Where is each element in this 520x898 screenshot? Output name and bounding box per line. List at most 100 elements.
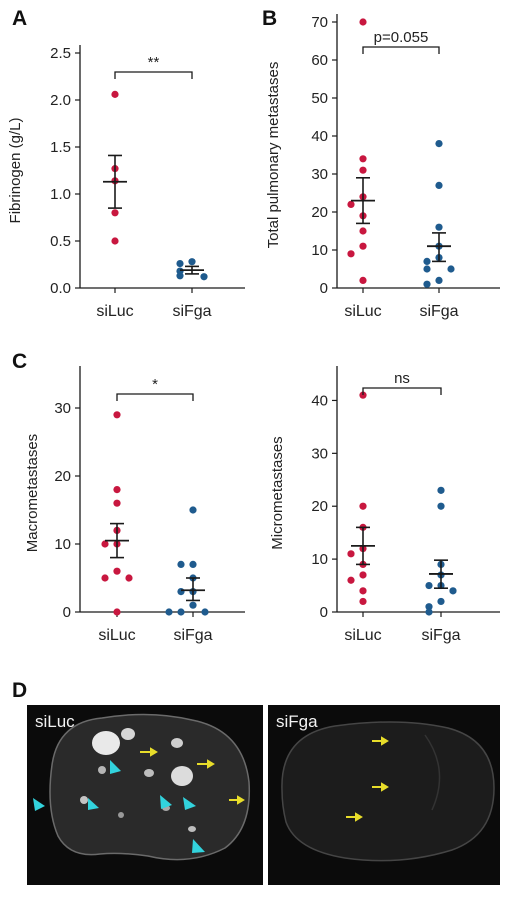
data-point: [177, 608, 185, 616]
data-point: [113, 486, 121, 494]
data-point: [176, 272, 184, 280]
data-point: [347, 200, 355, 208]
data-point: [359, 276, 367, 284]
data-point: [437, 502, 445, 510]
data-point: [101, 574, 109, 582]
metastasis-nodule: [171, 766, 193, 786]
yellow-arrow-icon: [207, 759, 215, 769]
y-tick-label: 1.0: [50, 186, 71, 203]
data-point: [447, 265, 455, 273]
data-point: [437, 486, 445, 494]
data-point: [425, 603, 433, 611]
category-label: siFga: [419, 303, 458, 320]
photo-label-sifga: siFga: [276, 712, 318, 731]
metastasis-nodule: [80, 796, 88, 804]
arrowhead-markers: [33, 760, 205, 853]
data-point: [347, 250, 355, 258]
arrow-markers-sifga: [346, 736, 389, 822]
metastasis-nodule: [121, 728, 135, 740]
lung-lobe-siluc: [49, 713, 251, 861]
y-tick-label: 40: [311, 128, 328, 145]
data-point: [435, 276, 443, 284]
significance-bracket: [114, 71, 193, 79]
data-point: [435, 140, 443, 148]
data-point: [113, 499, 121, 507]
data-point: [359, 155, 367, 163]
data-point: [437, 597, 445, 606]
data-point: [189, 506, 197, 514]
category-label: siLuc: [344, 303, 381, 320]
chart-micrometastases: 0 10 20 30 40 Micrometastases siLuc siFga ns: [269, 366, 500, 644]
data-point: [125, 574, 133, 582]
panel-letter-c: C: [12, 350, 27, 373]
chart-a: 0.0 0.5 1.0 1.5 2.0 2.5 Fibrinogen (g/L) siLuc s…: [7, 45, 245, 320]
cyan-arrowhead-icon: [33, 798, 45, 811]
data-point: [189, 601, 197, 609]
data-point: [359, 571, 367, 579]
data-point: [359, 18, 367, 26]
y-tick-label: 30: [311, 445, 328, 462]
y-tick-label: 10: [311, 551, 328, 568]
yellow-arrow-icon: [355, 812, 363, 822]
y-tick-label: 2.0: [50, 92, 71, 109]
data-point: [200, 273, 208, 281]
y-axis-title: Total pulmonary metastases: [265, 62, 282, 249]
y-tick-label: 20: [311, 204, 328, 221]
y-tick-label: 20: [54, 468, 71, 485]
significance-bracket: [116, 393, 194, 401]
y-tick-label: 30: [311, 166, 328, 183]
y-tick-label: 0: [320, 604, 328, 621]
data-point: [449, 587, 457, 595]
cyan-arrowhead-icon: [160, 795, 172, 809]
lung-lobe-sifga: [281, 721, 495, 862]
data-point: [359, 502, 367, 510]
yellow-arrow-icon: [150, 747, 158, 757]
metastasis-nodule: [92, 731, 120, 755]
data-point: [101, 540, 109, 548]
arrow-markers: [140, 747, 245, 805]
data-point: [359, 166, 367, 174]
data-point: [347, 576, 355, 584]
data-point: [189, 560, 197, 569]
y-tick-label: 60: [311, 52, 328, 69]
significance-bracket: [362, 46, 440, 54]
y-tick-label: 10: [54, 536, 71, 553]
y-tick-label: 0: [63, 604, 71, 621]
panel-letter-b: B: [262, 7, 277, 30]
data-point: [359, 587, 367, 595]
data-point: [347, 550, 355, 558]
data-point: [423, 257, 431, 265]
category-label: siLuc: [98, 627, 135, 644]
metastasis-nodule: [144, 769, 154, 777]
y-tick-label: 0.5: [50, 233, 71, 250]
metastasis-nodule: [98, 766, 106, 774]
lobe-crease: [424, 734, 441, 811]
metastasis-nodule: [188, 826, 196, 832]
photo-sifga: siFga: [268, 705, 500, 885]
category-label: siLuc: [96, 303, 133, 320]
data-point: [201, 608, 209, 616]
cyan-arrowhead-icon: [88, 798, 99, 810]
y-tick-label: 2.5: [50, 45, 71, 62]
significance-bracket: [362, 387, 442, 395]
y-tick-label: 30: [54, 400, 71, 417]
yellow-arrow-icon: [237, 795, 245, 805]
data-point: [425, 608, 433, 616]
data-point: [113, 608, 121, 616]
y-axis-title: Micrometastases: [269, 436, 286, 549]
data-point: [113, 411, 121, 419]
chart-macrometastases: 0 10 20 30 Macrometastases siLuc siFga *: [24, 366, 245, 644]
data-point: [423, 280, 431, 288]
chart-b: 0 10 20 30 40 50 60 70 Total pulmonary metastase…: [265, 14, 500, 320]
data-point: [435, 223, 443, 231]
y-tick-label: 70: [311, 14, 328, 31]
cyan-arrowhead-icon: [183, 797, 196, 810]
data-point: [111, 237, 119, 245]
data-point: [359, 597, 367, 606]
y-tick-label: 0: [320, 280, 328, 297]
yellow-arrow-icon: [381, 782, 389, 792]
panel-letter-a: A: [12, 7, 27, 30]
data-point: [423, 265, 431, 273]
cyan-arrowhead-icon: [110, 760, 121, 774]
